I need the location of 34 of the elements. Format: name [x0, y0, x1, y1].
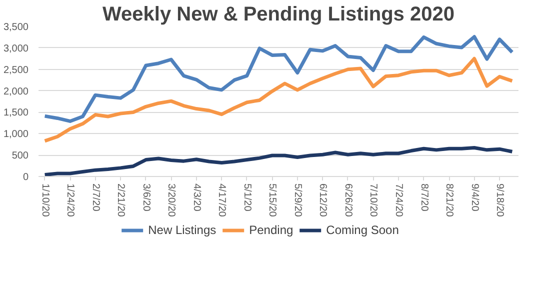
- x-tick-label: 5/29/20: [292, 184, 303, 218]
- x-tick-label: 9/18/20: [494, 184, 506, 218]
- x-tick-label: 8/21/20: [444, 184, 455, 218]
- x-tick-label: 1/10/20: [39, 184, 50, 218]
- x-tick-label: 7/24/20: [393, 184, 404, 218]
- x-tick-label: 9/4/20: [468, 184, 480, 212]
- legend-label: Pending: [249, 223, 294, 237]
- y-tick-label: 2,500: [3, 64, 29, 76]
- legend-label: New Listings: [148, 223, 216, 237]
- y-tick-label: 500: [12, 150, 29, 162]
- y-tick-label: 1,500: [3, 108, 29, 119]
- y-tick-label: 3,500: [3, 22, 29, 33]
- legend-label: Coming Soon: [326, 223, 399, 237]
- x-tick-label: 7/10/20: [368, 184, 379, 218]
- x-tick-label: 2/21/20: [115, 184, 126, 218]
- x-tick-label: 1/24/20: [64, 184, 76, 218]
- y-tick-label: 3,000: [3, 43, 29, 54]
- x-tick-label: 4/17/20: [216, 184, 228, 218]
- y-tick-label: 2,000: [3, 86, 29, 98]
- x-tick-label: 6/12/20: [317, 184, 328, 218]
- line-series: [43, 35, 514, 123]
- line-series: [43, 146, 514, 176]
- chart-title: Weekly New & Pending Listings 2020: [102, 4, 454, 26]
- x-tick-label: 6/26/20: [342, 184, 354, 218]
- x-tick-label: 5/15/20: [266, 184, 278, 218]
- x-tick-label: 3/20/20: [166, 184, 177, 218]
- y-tick-label: 0: [22, 172, 29, 183]
- y-tick-label: 1,000: [3, 129, 29, 140]
- x-tick-label: 2/7/20: [90, 184, 101, 212]
- x-tick-label: 5/1/20: [241, 184, 252, 212]
- x-tick-label: 3/6/20: [140, 184, 152, 212]
- line-series: [43, 56, 514, 143]
- x-tick-label: 8/7/20: [418, 184, 430, 212]
- x-tick-label: 4/3/20: [190, 184, 202, 212]
